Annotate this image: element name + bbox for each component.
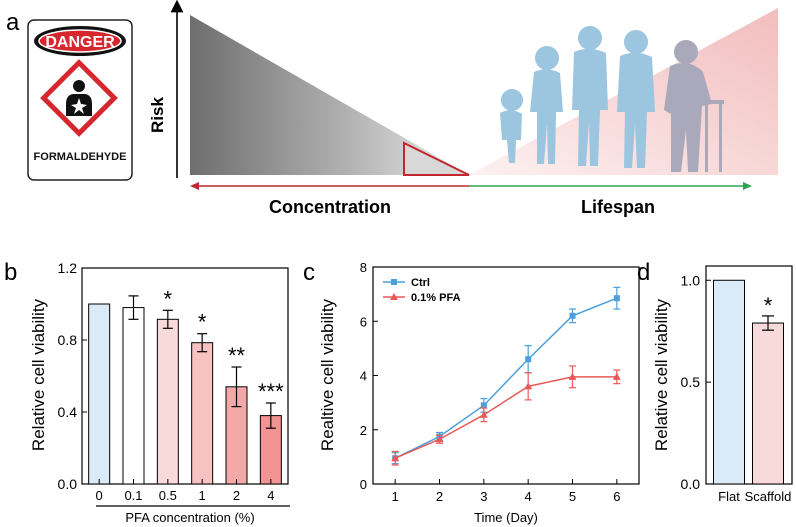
y-tick-label: 1.2 [58,260,78,276]
y-axis-label: Relative cell viability [29,298,48,451]
x-tick-label: Flat [718,489,740,504]
x-tick-label: 3 [480,489,487,504]
x-tick-label: Scaffold [745,489,792,504]
lifespan-label: Lifespan [581,197,655,217]
panel-b-chart: 0.0 0.4 0.8 1.2 0 0.1 0.5 * 1 * 2 ** 4 *** PFA concent… [29,260,290,525]
y-tick-label: 4 [360,369,367,384]
concentration-triangle [190,15,469,175]
lifespan-people [500,26,724,172]
x-tick-label: 0.1 [124,488,142,503]
y-tick-label: 0.4 [58,404,78,420]
x-tick-label: 4 [525,489,532,504]
y-tick-label: 0.5 [681,374,701,390]
data-point-ctrl [613,295,620,302]
bar-0.5 [156,318,179,485]
health-hazard-icon [66,80,92,116]
danger-sign: DANGER FORMALDEHYDE [27,19,133,181]
x-tick-label: 1 [392,489,399,504]
y-tick-label: 0.0 [58,476,78,492]
child-figure [530,46,563,164]
x-tick-label: 0.5 [159,488,177,503]
data-point-pfa [568,372,577,380]
panel-b-letter: b [4,259,17,286]
y-tick-label: 8 [360,260,367,275]
y-tick-label: 0 [360,477,367,492]
y-tick-label: 6 [360,314,367,329]
bar-scaffold [752,322,784,485]
significance-marker: * [764,293,773,318]
lifespan-arrowhead [743,182,752,190]
series-line-1 [394,376,617,459]
x-tick-label: 2 [436,489,443,504]
adult-figure [617,30,655,168]
x-tick-label: 5 [569,489,576,504]
x-tick-label: 4 [267,488,274,503]
panel-c-chart: 0 2 4 6 8 1 2 3 4 5 6 Ctrl 0.1% PFA Time (Day) Realtiv… [318,260,640,525]
bar-1 [191,342,214,485]
data-point-pfa [524,382,533,390]
panel-d-frame [705,265,793,485]
panel-d-chart: 0.0 0.5 1.0 Flat Scaffold * Relative cell viab… [652,265,793,504]
y-tick-label: 1.0 [681,272,701,288]
x-axis-label: PFA concentration (%) [125,510,254,525]
bar-0.1 [122,307,145,485]
significance-marker: *** [258,379,284,404]
data-point-pfa [612,372,621,380]
x-tick-label: 1 [199,488,206,503]
y-tick-label: 0.8 [58,332,78,348]
concentration-label: Concentration [269,197,391,217]
low-concentration-marker [403,141,470,176]
x-tick-label: 6 [613,489,620,504]
legend-marker-ctrl [391,279,397,285]
significance-marker: ** [228,343,246,368]
panel-b-frame [81,267,289,485]
data-point-pfa [479,410,488,418]
risk-label: Risk [148,97,167,133]
x-tick-label: 2 [233,488,240,503]
formaldehyde-caption: FORMALDEHYDE [34,151,127,163]
bar-flat [713,279,745,485]
y-axis-label: Realtive cell viability [318,298,337,451]
y-axis-label: Relative cell viability [652,298,671,451]
elderly-figure [664,40,724,172]
teen-figure [572,26,608,166]
legend-marker-pfa [390,293,398,300]
danger-header: DANGER [45,34,115,51]
legend-label: 0.1% PFA [411,292,461,304]
data-point-ctrl [525,356,532,363]
y-tick-label: 2 [360,423,367,438]
significance-marker: * [198,310,207,335]
series-line-0 [394,297,618,459]
data-point-ctrl [480,402,487,409]
toddler-figure [500,89,523,163]
concentration-arrowhead [190,182,199,190]
legend-label: Ctrl [411,277,430,289]
panel-a-letter: a [6,9,20,36]
data-point-pfa [391,454,400,462]
panel-d-letter: d [637,259,650,286]
data-point-pfa [435,435,444,443]
bar-0 [88,303,111,485]
data-point-ctrl [569,312,576,319]
x-tick-label: 0 [96,488,103,503]
x-axis-label: Time (Day) [474,510,538,525]
panel-c-letter: c [303,259,315,286]
y-tick-label: 0.0 [681,476,701,492]
significance-marker: * [164,286,173,311]
